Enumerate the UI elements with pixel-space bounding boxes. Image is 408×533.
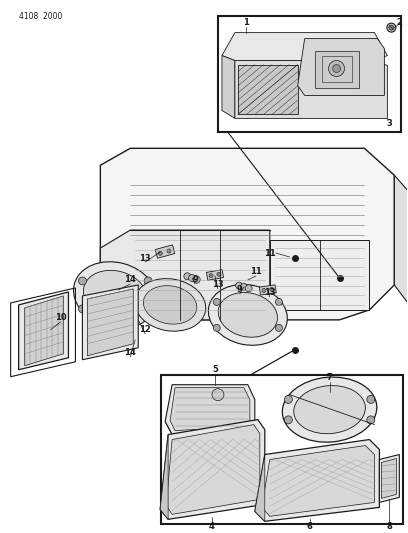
Polygon shape [270,240,369,310]
Polygon shape [100,230,270,320]
Text: 8: 8 [386,522,392,531]
Polygon shape [259,285,276,295]
Polygon shape [82,285,138,360]
Circle shape [188,274,195,281]
Text: 10: 10 [55,313,67,322]
Polygon shape [160,419,265,519]
Circle shape [78,305,86,313]
Circle shape [367,395,375,403]
Text: 13: 13 [140,254,151,263]
Circle shape [78,277,86,285]
Circle shape [284,395,293,403]
Text: 9: 9 [192,276,198,285]
Ellipse shape [294,385,366,434]
Polygon shape [262,446,375,516]
Circle shape [240,284,247,290]
Ellipse shape [83,270,147,319]
Polygon shape [222,33,387,61]
Ellipse shape [218,293,277,337]
Ellipse shape [144,286,197,324]
Circle shape [193,276,200,283]
Polygon shape [379,455,399,503]
Circle shape [158,252,162,255]
Polygon shape [238,64,298,115]
Polygon shape [255,455,265,521]
Circle shape [284,416,293,424]
Text: 6: 6 [307,522,313,531]
Text: 13: 13 [264,288,275,297]
Ellipse shape [282,377,377,442]
Circle shape [209,273,213,278]
Polygon shape [155,245,175,258]
Ellipse shape [387,23,396,32]
Text: 2: 2 [397,18,402,27]
Circle shape [275,325,282,332]
Text: 14: 14 [124,276,136,285]
Polygon shape [160,434,168,519]
Polygon shape [165,385,255,434]
Polygon shape [395,175,408,305]
Polygon shape [235,61,387,118]
Circle shape [217,272,221,276]
Text: 1: 1 [243,18,249,27]
Bar [161,375,404,524]
Circle shape [235,282,242,289]
Text: 13: 13 [212,280,224,289]
Circle shape [167,249,171,253]
Ellipse shape [333,64,341,72]
Circle shape [184,273,191,280]
Circle shape [213,325,220,332]
Circle shape [245,285,252,292]
Bar [218,15,401,132]
Polygon shape [100,148,395,320]
Bar [315,51,359,88]
Polygon shape [206,270,224,280]
Text: 5: 5 [212,365,218,374]
Ellipse shape [328,61,344,77]
Ellipse shape [389,25,394,30]
Polygon shape [298,38,384,95]
Text: 3: 3 [386,119,392,128]
Polygon shape [165,422,172,434]
Text: 4108  2000: 4108 2000 [19,12,62,21]
Text: 9: 9 [237,286,243,294]
Polygon shape [381,458,396,498]
Circle shape [213,298,220,305]
Text: 14: 14 [124,348,136,357]
Polygon shape [166,425,260,514]
Circle shape [367,416,375,424]
Polygon shape [19,292,69,370]
Bar [322,55,353,83]
Polygon shape [170,387,250,431]
Circle shape [144,305,152,313]
Ellipse shape [208,285,287,345]
Text: 4: 4 [209,522,215,531]
Polygon shape [87,289,133,356]
Circle shape [275,298,282,305]
Text: 11: 11 [250,268,262,277]
Ellipse shape [135,279,206,331]
Circle shape [144,277,152,285]
Text: 11: 11 [264,248,276,257]
Polygon shape [255,440,379,521]
Circle shape [262,288,266,293]
Circle shape [212,389,224,401]
Polygon shape [222,55,235,118]
Text: 12: 12 [139,325,151,334]
Polygon shape [24,296,64,366]
Ellipse shape [73,262,157,328]
Circle shape [270,287,274,292]
Text: 7: 7 [327,373,333,382]
